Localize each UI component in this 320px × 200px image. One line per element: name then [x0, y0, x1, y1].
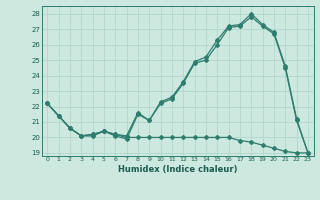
X-axis label: Humidex (Indice chaleur): Humidex (Indice chaleur): [118, 165, 237, 174]
